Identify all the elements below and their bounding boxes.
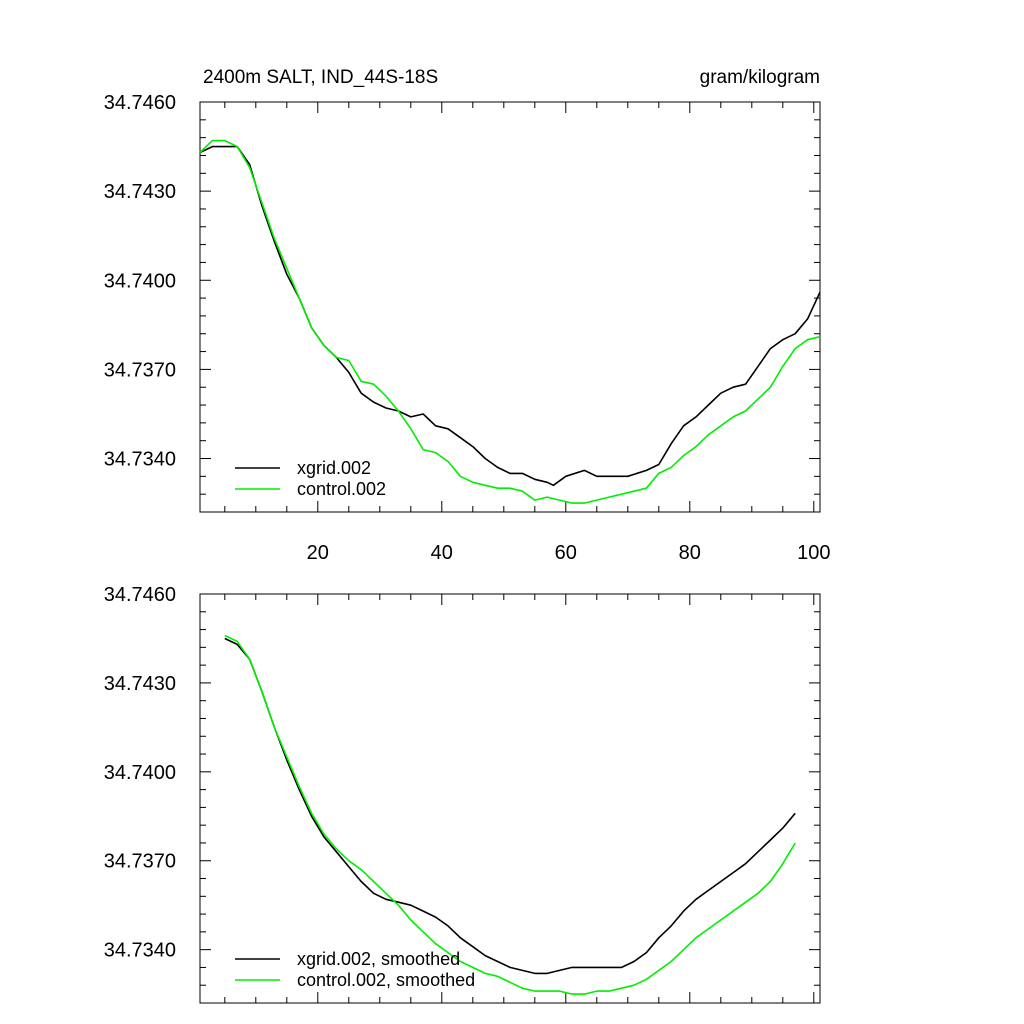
bottom-y-tick-label: 34.7370	[104, 851, 176, 873]
units-label: gram/kilogram	[700, 67, 820, 88]
top-y-tick-label: 34.7460	[104, 92, 176, 114]
bottom-y-tick-label: 34.7340	[104, 940, 176, 962]
top-x-tick-label: 80	[679, 542, 701, 564]
bottom-y-tick-label: 34.7400	[104, 762, 176, 784]
top-y-tick-label: 34.7340	[104, 449, 176, 471]
bottom-legend-label-1: xgrid.002, smoothed	[297, 949, 460, 969]
bottom-y-tick-label: 34.7430	[104, 673, 176, 695]
bottom-y-tick-label: 34.7460	[104, 584, 176, 606]
bottom-panel: 34.7340 34.7370 34.7400 34.7430 34.7460 xgrid…	[104, 584, 821, 1004]
top-x-tick-label: 20	[307, 542, 329, 564]
top-series-line-2	[199, 139, 821, 504]
top-plot-frame	[199, 101, 821, 513]
bottom-legend-label-2: control.002, smoothed	[297, 970, 475, 990]
bottom-series-line-1	[224, 637, 796, 975]
top-x-tick-label: 60	[555, 542, 577, 564]
top-legend-label-1: xgrid.002	[297, 458, 371, 478]
top-y-tick-label: 34.7400	[104, 270, 176, 292]
top-x-tick-label: 100	[797, 542, 830, 564]
bottom-plot-frame	[199, 593, 821, 1004]
top-panel: 20 40 60 80 100 34.7340 34.7370 34.7400 34.7430 3…	[104, 92, 831, 564]
top-y-tick-label: 34.7370	[104, 359, 176, 381]
figure-title: 2400m SALT, IND_44S-18S	[203, 67, 438, 88]
top-legend-label-2: control.002	[297, 479, 386, 499]
bottom-series-line-2	[224, 634, 796, 995]
top-y-tick-label: 34.7430	[104, 181, 176, 203]
top-x-tick-label: 40	[431, 542, 453, 564]
top-series-line-1	[199, 145, 821, 487]
